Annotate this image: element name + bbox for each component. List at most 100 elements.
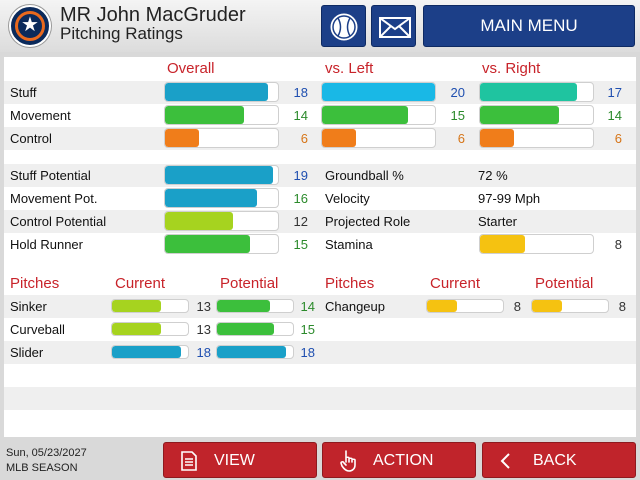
stamina-value: 8: [614, 237, 622, 252]
rating-label: Stuff: [10, 85, 37, 100]
pitch-current-bar: [111, 322, 189, 336]
vs-right-value: 17: [607, 85, 622, 100]
rating-row-stuff: Stuff 18 20 17: [4, 81, 636, 104]
back-button[interactable]: BACK: [482, 442, 636, 478]
ratings-panel: Overall vs. Left vs. Right Stuff 18 20 1…: [4, 57, 636, 437]
rating-label: Control: [10, 131, 52, 146]
vs-left-bar: [321, 82, 436, 102]
pitches-header-right: Pitches: [325, 275, 375, 292]
pitches-header-left: Pitches: [10, 275, 60, 292]
page-title: Pitching Ratings: [60, 24, 183, 43]
potential-row-control: Control Potential 12 Projected Role Star…: [4, 210, 636, 233]
info-value: 72 %: [478, 168, 508, 183]
stamina-bar: [479, 234, 594, 254]
view-button[interactable]: VIEW: [163, 442, 317, 478]
overall-header: Overall: [167, 60, 215, 77]
header-bar: ★ MR John MacGruder Pitching Ratings MAI…: [0, 0, 640, 52]
potential-header-right: Potential: [535, 275, 594, 292]
potential-bar: [164, 211, 279, 231]
current-header-right: Current: [430, 275, 481, 292]
pitch-potential-value: 8: [618, 299, 626, 314]
potential-label: Hold Runner: [10, 237, 83, 252]
mail-button[interactable]: [371, 5, 416, 47]
pointer-hand-icon: [340, 450, 356, 472]
info-label: Projected Role: [325, 214, 411, 229]
pitch-current-bar: [426, 299, 504, 313]
info-value: 97-99 Mph: [478, 191, 541, 206]
vs-left-value: 20: [450, 85, 465, 100]
pitch-potential-bar: [216, 345, 294, 359]
vs-right-value: 14: [607, 108, 622, 123]
action-label: ACTION: [373, 452, 434, 469]
pitch-name: Curveball: [10, 322, 65, 337]
pitch-current-value: 13: [196, 299, 211, 314]
team-logo: ★: [9, 5, 51, 47]
baseball-button[interactable]: [321, 5, 366, 47]
overall-bar: [164, 82, 279, 102]
back-label: BACK: [533, 452, 577, 469]
vs-left-bar: [321, 105, 436, 125]
potential-label: Stuff Potential: [10, 168, 91, 183]
logo-ring: [15, 11, 45, 41]
vs-right-bar: [479, 105, 594, 125]
info-value: Starter: [478, 214, 518, 229]
pitch-current-value: 8: [513, 299, 521, 314]
pitch-row-sinker: Sinker 13 14 Changeup 8 8: [4, 295, 636, 318]
vs-left-header: vs. Left: [325, 60, 374, 77]
pitch-potential-bar: [531, 299, 609, 313]
vs-right-bar: [479, 82, 594, 102]
potential-label: Movement Pot.: [10, 191, 98, 206]
potential-value: 15: [293, 237, 308, 252]
potential-row-hold-runner: Hold Runner 15 Stamina 8: [4, 233, 636, 256]
potential-label: Control Potential: [10, 214, 107, 229]
overall-value: 14: [293, 108, 308, 123]
pitch-row-curveball: Curveball 13 15: [4, 318, 636, 341]
pitch-current-bar: [111, 299, 189, 313]
mail-icon: [379, 17, 411, 38]
potential-bar: [164, 165, 279, 185]
overall-bar: [164, 128, 279, 148]
main-menu-button[interactable]: MAIN MENU: [423, 5, 635, 47]
vs-right-value: 6: [614, 131, 622, 146]
info-label: Velocity: [325, 191, 370, 206]
pitch-current-value: 13: [196, 322, 211, 337]
pitch-potential-value: 15: [300, 322, 315, 337]
empty-row: [4, 387, 636, 410]
potential-header-left: Potential: [220, 275, 279, 292]
pitch-potential-value: 14: [300, 299, 315, 314]
empty-row: [4, 364, 636, 387]
potential-row-stuff: Stuff Potential 19 Groundball % 72 %: [4, 164, 636, 187]
baseball-icon: [330, 13, 358, 41]
overall-value: 6: [300, 131, 308, 146]
potential-value: 12: [293, 214, 308, 229]
overall-value: 18: [293, 85, 308, 100]
info-label: Groundball %: [325, 168, 404, 183]
vs-left-bar: [321, 128, 436, 148]
player-name: MR John MacGruder: [60, 4, 246, 26]
empty-row: [4, 410, 636, 433]
rating-row-control: Control 6 6 6: [4, 127, 636, 150]
pitch-name: Slider: [10, 345, 44, 360]
vs-left-value: 6: [457, 131, 465, 146]
vs-right-header: vs. Right: [482, 60, 541, 77]
pitch-potential-value: 18: [300, 345, 315, 360]
potential-value: 16: [293, 191, 308, 206]
potential-bar: [164, 188, 279, 208]
pitch-name: Sinker: [10, 299, 47, 314]
overall-bar: [164, 105, 279, 125]
view-label: VIEW: [214, 452, 255, 469]
document-icon: [181, 451, 197, 471]
potential-value: 19: [293, 168, 308, 183]
pitch-potential-bar: [216, 299, 294, 313]
info-label: Stamina: [325, 237, 373, 252]
pitch-row-slider: Slider 18 18: [4, 341, 636, 364]
pitch-name: Changeup: [325, 299, 385, 314]
action-button[interactable]: ACTION: [322, 442, 476, 478]
rating-row-movement: Movement 14 15 14: [4, 104, 636, 127]
pitch-current-bar: [111, 345, 189, 359]
season-label: MLB SEASON: [6, 462, 78, 474]
current-header-left: Current: [115, 275, 166, 292]
pitch-potential-bar: [216, 322, 294, 336]
vs-left-value: 15: [450, 108, 465, 123]
game-date: Sun, 05/23/2027: [6, 447, 87, 459]
